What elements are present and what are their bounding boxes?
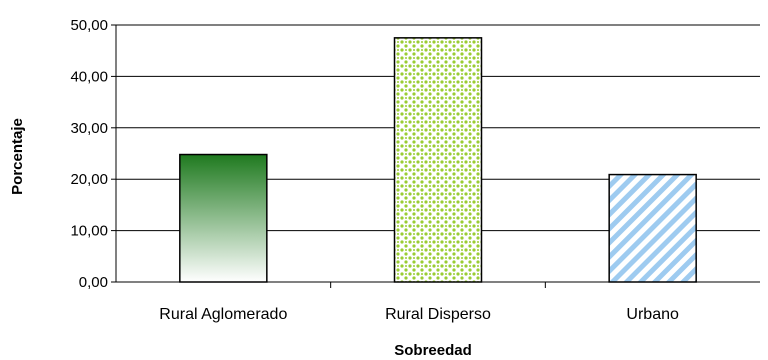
bar-rural-aglomerado bbox=[179, 153, 268, 283]
y-tick-label: 10,00 bbox=[70, 223, 108, 240]
y-tick-label: 30,00 bbox=[70, 120, 108, 137]
x-category-label: Rural Disperso bbox=[385, 306, 491, 323]
y-tick-label: 50,00 bbox=[70, 17, 108, 34]
y-tick-label: 40,00 bbox=[70, 68, 108, 85]
x-axis-title: Sobreedad bbox=[394, 342, 472, 359]
axes bbox=[111, 24, 760, 288]
bar-rural-disperso bbox=[393, 37, 483, 283]
y-axis-title: Porcentaje bbox=[9, 118, 26, 195]
x-category-label: Urbano bbox=[626, 306, 679, 323]
x-category-label: Rural Aglomerado bbox=[159, 306, 287, 323]
y-tick-label: 20,00 bbox=[70, 171, 108, 188]
y-tick-label: 0,00 bbox=[79, 274, 108, 291]
bars bbox=[179, 37, 697, 283]
labels: 0,00 10,00 20,00 30,00 40,00 50,00 Rural Aglom… bbox=[70, 17, 679, 323]
bar-urbano bbox=[608, 173, 697, 283]
